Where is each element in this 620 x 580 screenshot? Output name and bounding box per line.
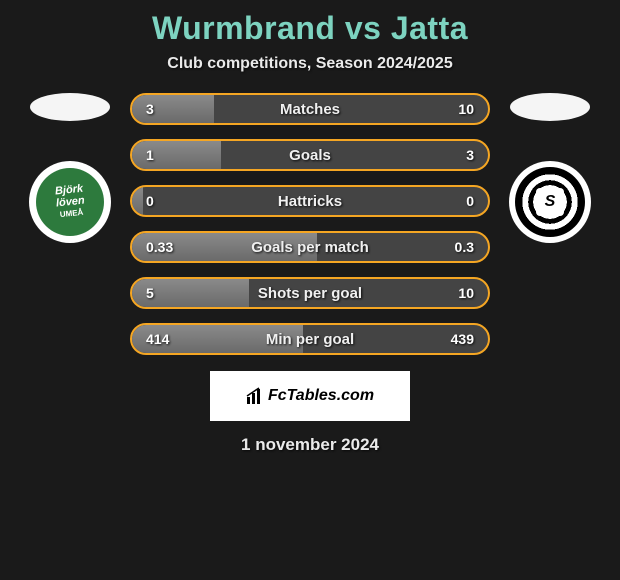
footer-date: 1 november 2024	[241, 435, 379, 455]
stat-bar: 1Goals3	[130, 139, 490, 171]
left-badge-line2: löven	[55, 194, 85, 209]
stat-right-value: 10	[458, 101, 474, 117]
brand-link[interactable]: FcTables.com	[210, 371, 410, 421]
stat-right-value: 3	[466, 147, 474, 163]
main-row: Björk löven UMEÅ 3Matches101Goals30Hattr…	[0, 93, 620, 355]
left-badge-text: Björk löven UMEÅ	[54, 183, 86, 220]
stat-right-value: 0	[466, 193, 474, 209]
left-badge-inner: Björk löven UMEÅ	[36, 168, 104, 236]
stat-label: Goals per match	[132, 239, 488, 256]
page-title: Wurmbrand vs Jatta	[152, 10, 468, 47]
stat-right-value: 10	[458, 285, 474, 301]
stat-label: Hattricks	[132, 193, 488, 210]
left-flag-icon	[30, 93, 110, 121]
stat-right-value: 439	[451, 331, 474, 347]
stat-label: Shots per goal	[132, 285, 488, 302]
stat-bar: 414Min per goal439	[130, 323, 490, 355]
page-subtitle: Club competitions, Season 2024/2025	[167, 55, 452, 73]
stat-bar: 0Hattricks0	[130, 185, 490, 217]
stat-bar: 3Matches10	[130, 93, 490, 125]
right-club-badge[interactable]: S	[509, 161, 591, 243]
left-club-badge[interactable]: Björk löven UMEÅ	[29, 161, 111, 243]
brand-text: FcTables.com	[268, 387, 374, 405]
stat-bar: 5Shots per goal10	[130, 277, 490, 309]
right-badge-inner: S	[515, 167, 585, 237]
stats-column: 3Matches101Goals30Hattricks00.33Goals pe…	[130, 93, 490, 355]
chart-icon	[246, 387, 264, 405]
stat-bar: 0.33Goals per match0.3	[130, 231, 490, 263]
stat-right-value: 0.3	[455, 239, 474, 255]
left-badge-line3: UMEÅ	[59, 207, 83, 218]
right-badge-letter: S	[536, 188, 564, 216]
right-player-col: S	[500, 93, 600, 243]
right-flag-icon	[510, 93, 590, 121]
stat-label: Min per goal	[132, 331, 488, 348]
comparison-card: Wurmbrand vs Jatta Club competitions, Se…	[0, 0, 620, 455]
stat-label: Matches	[132, 101, 488, 118]
left-player-col: Björk löven UMEÅ	[20, 93, 120, 243]
stat-label: Goals	[132, 147, 488, 164]
